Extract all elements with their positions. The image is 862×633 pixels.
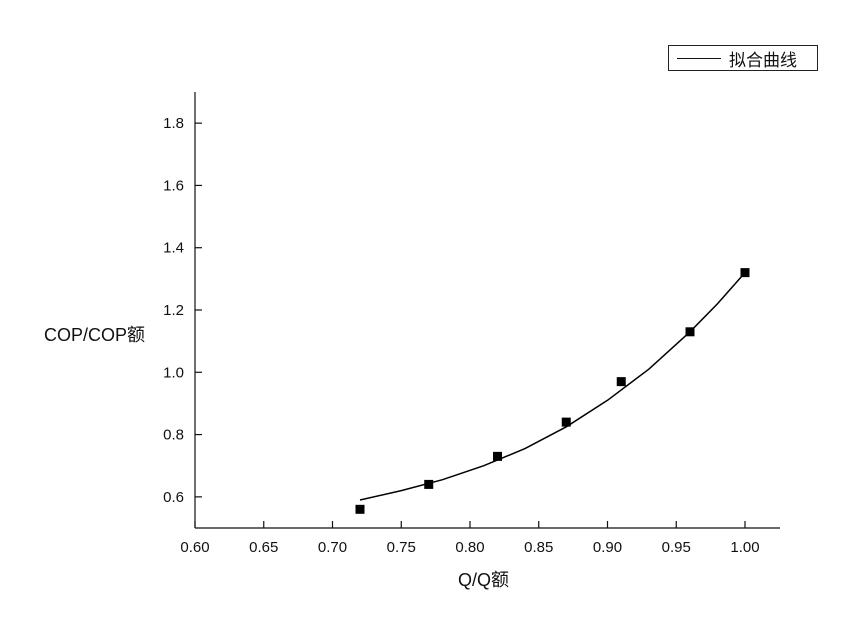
legend: 拟合曲线 — [668, 45, 818, 71]
y-tick-label: 1.2 — [163, 302, 184, 319]
data-point — [493, 451, 502, 461]
y-axis-label: COP/COP额 — [44, 325, 146, 345]
data-point — [616, 377, 626, 387]
x-tick-label: 0.95 — [662, 539, 691, 556]
y-tick-label: 1.6 — [163, 177, 184, 194]
y-tick-label: 0.8 — [163, 427, 184, 444]
legend-label: 拟合曲线 — [729, 50, 797, 71]
x-tick-label: 0.90 — [593, 539, 622, 556]
y-tick-label: 1.0 — [163, 364, 184, 381]
y-tick-label: 1.4 — [163, 240, 184, 257]
y-axis-ticks: 0.6 0.8 1.0 1.2 1.4 1.6 1.8 — [163, 115, 202, 506]
y-tick-label: 0.6 — [163, 489, 184, 506]
x-tick-label: 0.60 — [180, 539, 209, 556]
x-tick-label: 0.75 — [387, 539, 416, 556]
legend-line-swatch — [677, 57, 721, 59]
x-tick-label: 0.70 — [318, 539, 347, 556]
data-point — [424, 479, 434, 489]
data-point — [355, 504, 365, 514]
data-point — [685, 327, 695, 337]
x-tick-label: 0.85 — [524, 539, 553, 556]
series-layer — [355, 268, 750, 514]
x-tick-label: 1.00 — [730, 539, 759, 556]
x-axis-label: Q/Q额 — [458, 570, 510, 590]
y-tick-label: 1.8 — [163, 115, 184, 132]
x-tick-label: 0.65 — [249, 539, 278, 556]
x-axis-ticks: 0.60 0.65 0.70 0.75 0.80 0.85 0.90 0.95 1.00 — [180, 521, 760, 556]
data-point — [740, 268, 750, 278]
x-tick-label: 0.80 — [455, 539, 484, 556]
data-point — [561, 417, 571, 427]
fit-curve-line — [359, 272, 746, 501]
